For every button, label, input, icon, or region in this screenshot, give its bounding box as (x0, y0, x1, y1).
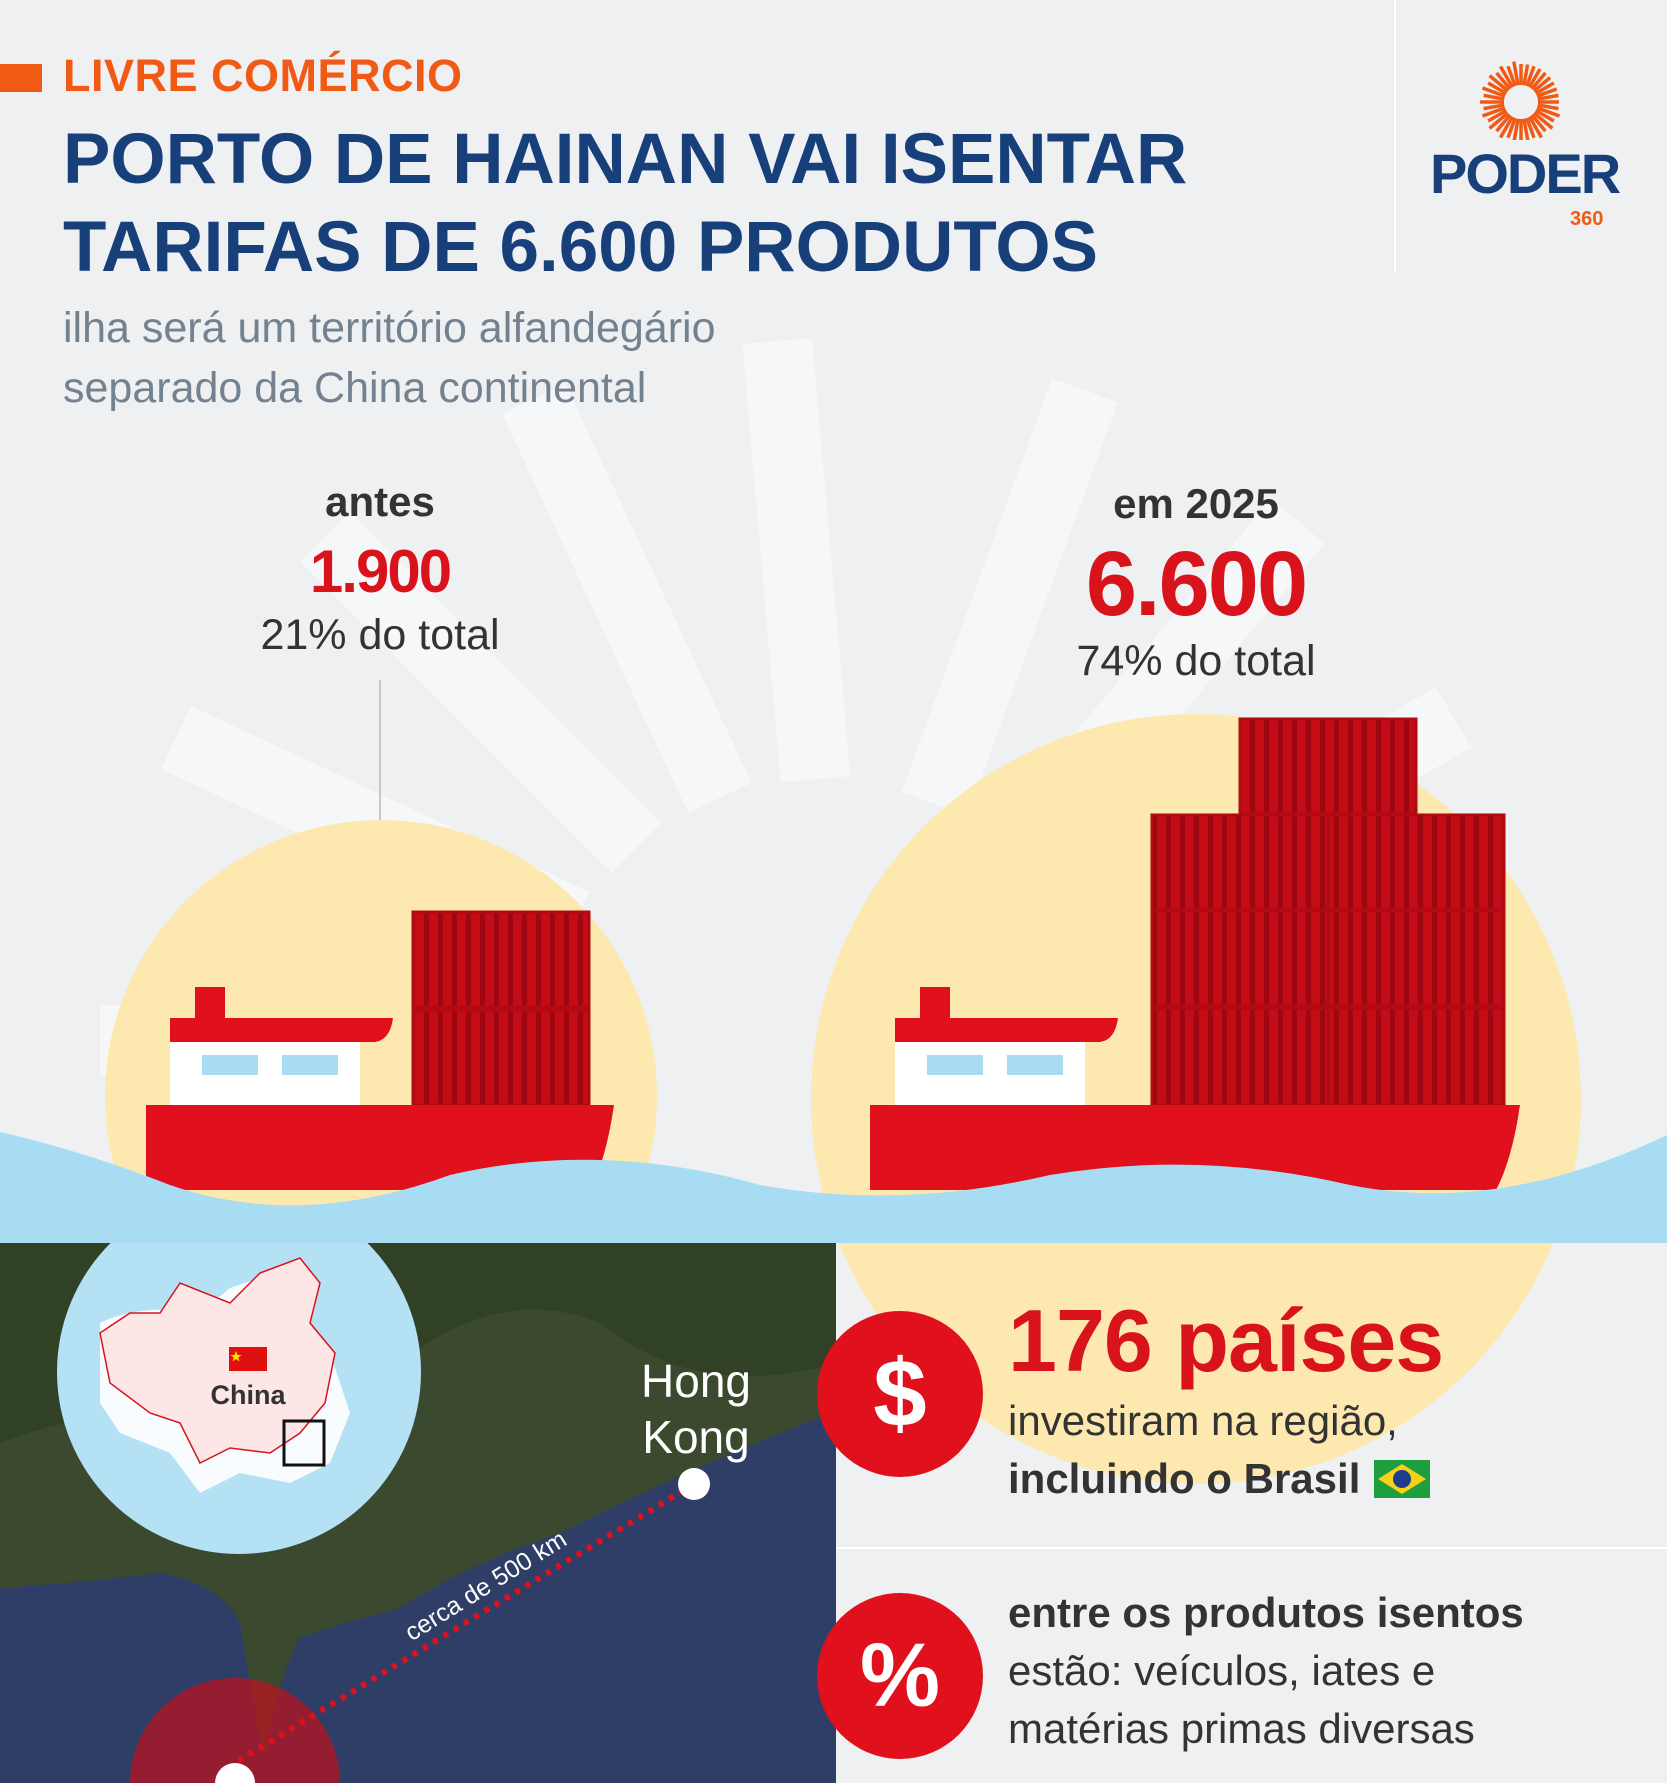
divider (1394, 0, 1396, 272)
after-value: 6.600 (1085, 533, 1308, 635)
after-share: 74% do total (1076, 637, 1316, 685)
logo-ray (1506, 65, 1517, 87)
fact-headline: 176 países (1008, 1291, 1444, 1390)
logo-ray (1532, 76, 1552, 93)
logo-ray (1495, 113, 1512, 133)
page-title: PORTO DE HAINAN VAI ISENTAR TARIFAS DE 6… (63, 116, 1187, 292)
logo-ray (1483, 103, 1505, 111)
logo-ray (1537, 103, 1559, 111)
fact-2-line-2: estão: veículos, iates e (1008, 1647, 1436, 1694)
logo-ray (1481, 86, 1506, 98)
fact-1-line-1: investiram na região, (1008, 1397, 1398, 1444)
pointer-line (379, 680, 381, 820)
title-line-2: TARIFAS DE 6.600 PRODUTOS (63, 208, 1099, 287)
logo-ray (1534, 108, 1555, 123)
ships-illustration (0, 717, 1667, 1243)
logo-ray (1487, 108, 1508, 123)
ship-before (146, 910, 614, 1190)
fact-2-line-3: matérias primas diversas (1008, 1705, 1475, 1752)
ship-after (870, 717, 1520, 1190)
subtitle-line-1: ilha será um território alfandegário (63, 304, 716, 352)
logo-ray (1532, 111, 1554, 130)
before-label: antes (325, 478, 435, 525)
logo-ray (1522, 64, 1530, 86)
logo-ray (1530, 71, 1547, 91)
logo-ray (1488, 74, 1510, 93)
map-panel: China Hong Kong cerca de 500 km (0, 1243, 836, 1783)
logo-ray (1534, 81, 1555, 96)
logo-ray (1522, 118, 1530, 140)
logo-ray (1536, 106, 1561, 118)
brazil-flag-icon (1374, 1460, 1431, 1498)
logo-ray (1487, 81, 1508, 96)
title-line-1: PORTO DE HAINAN VAI ISENTAR (63, 120, 1188, 199)
logo-ray (1537, 93, 1559, 101)
logo-ray (1512, 61, 1520, 86)
logo-ray (1495, 71, 1512, 91)
logo-ray (1530, 113, 1547, 133)
logo-ray (1498, 115, 1515, 139)
after-label: em 2025 (1113, 480, 1279, 527)
section-tag: LIVRE COMÉRCIO (63, 50, 463, 101)
hong-kong-dot (678, 1468, 710, 1500)
before-value: 1.900 (309, 538, 452, 605)
logo-ray (1527, 68, 1542, 89)
hainan-inset-box (282, 1419, 326, 1467)
hainan-highlight (130, 1678, 340, 1783)
logo-ray (1506, 117, 1517, 139)
sun-logo-icon (1480, 61, 1561, 140)
china-flag-icon (229, 1347, 267, 1371)
distance-line (233, 1481, 696, 1766)
dollar-icon: $ (817, 1311, 983, 1477)
logo-text: PODER (1430, 142, 1621, 205)
inset-label-china: China (210, 1380, 286, 1410)
city-label-line-2: Kong (642, 1411, 750, 1463)
logo-ray (1527, 115, 1544, 139)
subtitle-line-2: separado da China continental (63, 364, 647, 412)
logo-ray (1512, 118, 1520, 140)
before-share: 21% do total (260, 611, 500, 659)
subtitle: ilha será um território alfandegário sep… (63, 298, 716, 418)
logo-ray (1498, 65, 1515, 89)
percent-icon: % (817, 1593, 983, 1759)
city-label-hong-kong: Hong Kong (641, 1353, 751, 1465)
logo-ray (1488, 111, 1510, 130)
city-label-line-1: Hong (641, 1355, 751, 1407)
water (0, 1132, 1667, 1243)
satellite-map (0, 1243, 836, 1783)
facts-divider (836, 1547, 1667, 1549)
logo-ray (1536, 87, 1558, 98)
fact-2-line-1: entre os produtos isentos (1008, 1589, 1524, 1636)
tag-marker (0, 64, 42, 92)
hainan-dot (215, 1763, 255, 1783)
logo-ray (1483, 93, 1505, 101)
logo-suffix: 360 (1570, 208, 1604, 230)
logo-ray (1525, 65, 1536, 87)
fact-1-line-2: incluindo o Brasil (1008, 1451, 1431, 1507)
logo: PODER 360 (1430, 60, 1621, 235)
logo-ray (1525, 117, 1536, 139)
facts-panel: $ 176 países investiram na região, inclu… (817, 1243, 1667, 1783)
logo-ray (1481, 106, 1506, 118)
fact-1-bold-text: incluindo o Brasil (1008, 1455, 1361, 1502)
